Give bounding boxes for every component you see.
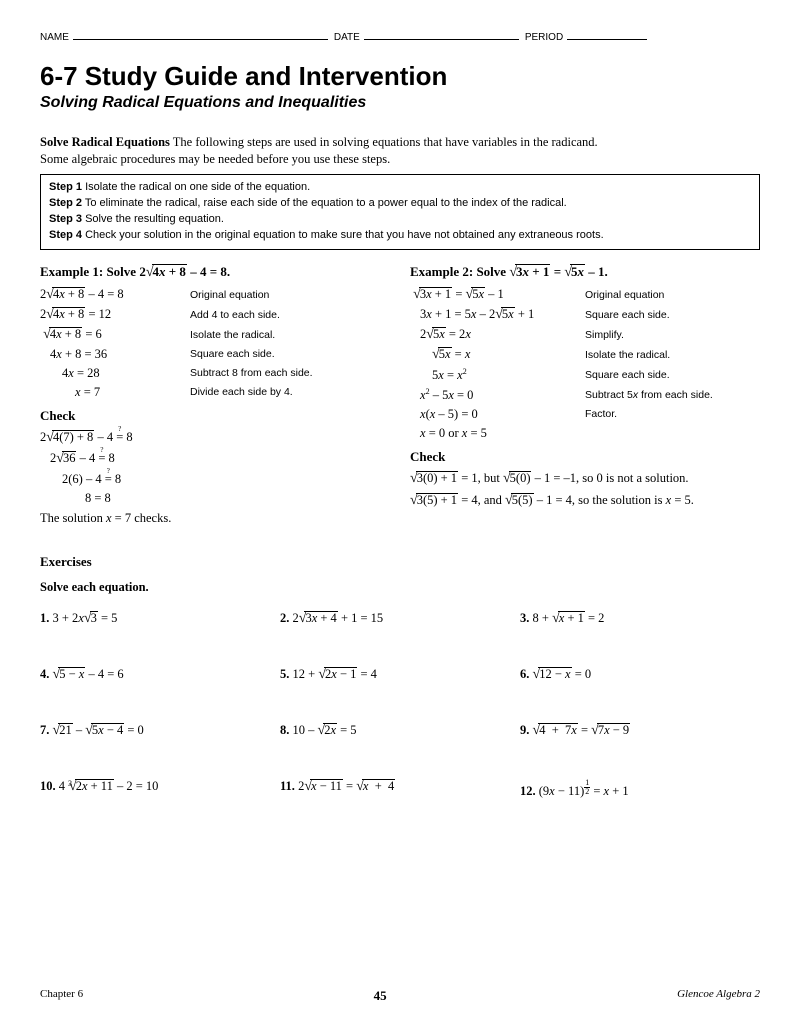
problem-10: 10. 43√2x + 11 – 2 = 10 [40,779,280,799]
step4-label: Step 4 [49,229,82,241]
problems-grid: 1. 3 + 2x√3 = 5 2. 2√3x + 4 + 1 = 15 3. … [40,611,760,799]
ex2-label: Example 2: [410,264,476,279]
footer-right: Glencoe Algebra 2 [677,988,760,1004]
ex1-r1: Original equation [190,289,390,301]
name-blank[interactable] [73,30,328,40]
problem-11: 11. 2√x − 11 = √x + 4 [280,779,520,799]
ex2-r6a: Subtract 5 [585,389,633,401]
ex1-r5: Subtract 8 from each side. [190,367,390,379]
p6n: 6. [520,667,529,681]
step1-label: Step 1 [49,181,82,193]
ex2-r6b: from each side. [638,389,713,401]
step2-label: Step 2 [49,197,82,209]
p7n: 7. [40,723,49,737]
ex1-concl: = 7 checks. [112,511,172,525]
page-title: 6-7 Study Guide and Intervention [40,61,760,92]
problem-1: 1. 3 + 2x√3 = 5 [40,611,280,627]
ex2-title: Example 2: Solve √3x + 1 = √5x – 1. [410,264,760,281]
page-footer: Chapter 6 45 Glencoe Algebra 2 [40,988,760,1004]
footer-page: 45 [374,988,387,1004]
intro-paragraph: Solve Radical Equations The following st… [40,134,760,168]
problem-9: 9. √4 + 7x = √7x − 9 [520,723,760,739]
date-label: DATE [334,32,360,43]
p12n: 12. [520,784,536,798]
intro-text2: Some algebraic procedures may be needed … [40,152,390,166]
ex1-r6: Divide each side by 4. [190,386,390,398]
ex2-check-hdr: Check [410,449,760,465]
ex1-label: Example 1: [40,264,106,279]
p9n: 9. [520,723,529,737]
p8n: 8. [280,723,289,737]
p2n: 2. [280,611,289,625]
problem-3: 3. 8 + √x + 1 = 2 [520,611,760,627]
p11n: 11. [280,779,295,793]
problem-7: 7. √21 – √5x − 4 = 0 [40,723,280,739]
step3-text: Solve the resulting equation. [82,213,224,225]
ex2-r7: Factor. [585,408,760,420]
period-label: PERIOD [525,32,563,43]
problem-5: 5. 12 + √2x − 1 = 4 [280,667,520,683]
page-subtitle: Solving Radical Equations and Inequaliti… [40,94,760,112]
period-blank[interactable] [567,30,647,40]
example-2: Example 2: Solve √3x + 1 = √5x – 1. √3x … [410,264,760,529]
intro-bold: Solve Radical Equations [40,135,170,149]
step2-text: To eliminate the radical, raise each sid… [82,197,567,209]
ex1-r4: Square each side. [190,348,390,360]
problem-8: 8. 10 – √2x = 5 [280,723,520,739]
footer-left: Chapter 6 [40,988,83,1004]
step4-text: Check your solution in the original equa… [82,229,604,241]
problem-12: 12. (9x − 11)12 = x + 1 [520,779,760,799]
p4n: 4. [40,667,49,681]
ex1-title: Example 1: Solve 2√4x + 8 – 4 = 8. [40,264,390,281]
examples-row: Example 1: Solve 2√4x + 8 – 4 = 8. 2√4x … [40,264,760,529]
instruction: Solve each equation. [40,580,760,595]
ex1-r3: Isolate the radical. [190,329,390,341]
ex2-r4: Isolate the radical. [585,349,760,361]
ex2-check-work: √3(0) + 1 = 1, but √5(0) – 1 = –1, so 0 … [410,468,760,511]
ex2-r5: Square each side. [585,369,760,381]
problem-2: 2. 2√3x + 4 + 1 = 15 [280,611,520,627]
ex1-check-hdr: Check [40,408,390,424]
problem-4: 4. √5 − x – 4 = 6 [40,667,280,683]
p1n: 1. [40,611,49,625]
step3-label: Step 3 [49,213,82,225]
exercises-heading: Exercises [40,554,760,570]
problem-6: 6. √12 − x = 0 [520,667,760,683]
p3n: 3. [520,611,529,625]
ex2-r3: Simplify. [585,329,760,341]
step1-text: Isolate the radical on one side of the e… [82,181,310,193]
p10n: 10. [40,779,56,793]
date-blank[interactable] [364,30,519,40]
steps-box: Step 1 Isolate the radical on one side o… [40,174,760,250]
header-fields: NAME DATE PERIOD [40,30,760,43]
name-label: NAME [40,32,69,43]
example-1: Example 1: Solve 2√4x + 8 – 4 = 8. 2√4x … [40,264,390,529]
ex1-r2: Add 4 to each side. [190,309,390,321]
p5n: 5. [280,667,289,681]
ex2-r1: Original equation [585,289,760,301]
ex2-r2: Square each side. [585,309,760,321]
ex1-check-work: 2√4(7) + 8 – 4 = 8 2√36 – 4 = 8 2(6) – 4… [40,427,390,529]
intro-text1: The following steps are used in solving … [170,135,598,149]
